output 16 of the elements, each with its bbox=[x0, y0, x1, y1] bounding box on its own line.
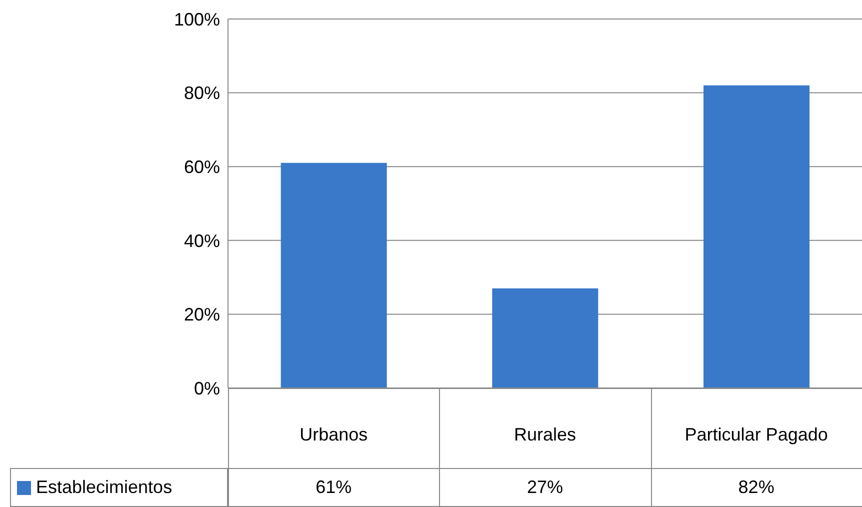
bar bbox=[704, 85, 810, 388]
y-tick-label: 60% bbox=[184, 156, 220, 177]
x-tick-label: Rurales bbox=[514, 424, 576, 444]
bar bbox=[280, 162, 387, 388]
data-label: 27% bbox=[526, 476, 564, 499]
bar bbox=[492, 288, 598, 388]
data-label: 61% bbox=[314, 476, 353, 499]
legend-label: Establecimientos bbox=[36, 477, 172, 498]
data-label: 82% bbox=[737, 476, 776, 499]
y-tick-label: 0% bbox=[194, 378, 220, 398]
x-tick-label: Urbanos bbox=[300, 424, 368, 444]
y-tick-label: 80% bbox=[184, 83, 220, 104]
y-tick-label: 20% bbox=[184, 304, 220, 325]
y-tick-label: 40% bbox=[184, 230, 220, 251]
x-tick-label: Particular Pagado bbox=[684, 424, 828, 444]
y-tick-label: 100% bbox=[174, 9, 220, 30]
